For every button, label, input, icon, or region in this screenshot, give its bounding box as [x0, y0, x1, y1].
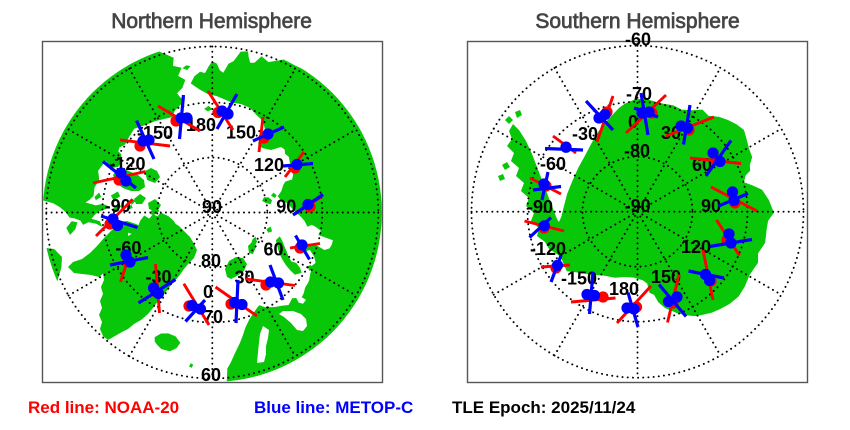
svg-text:0: 0	[203, 282, 213, 302]
svg-text:60: 60	[263, 240, 283, 260]
svg-text:90: 90	[202, 197, 222, 217]
svg-text:-30: -30	[572, 124, 598, 144]
svg-text:180: 180	[609, 279, 639, 299]
svg-text:-120: -120	[530, 239, 566, 259]
svg-text:120: 120	[681, 237, 711, 257]
svg-text:-80: -80	[624, 141, 650, 161]
svg-text:120: 120	[254, 155, 284, 175]
svg-text:-150: -150	[561, 269, 597, 289]
svg-text:-90: -90	[527, 197, 553, 217]
svg-text:60: 60	[201, 365, 221, 385]
svg-text:180: 180	[186, 115, 216, 135]
svg-text:-60: -60	[540, 154, 566, 174]
svg-text:TLE Epoch: 2025/11/24: TLE Epoch: 2025/11/24	[452, 398, 636, 417]
svg-text:-90: -90	[625, 196, 651, 216]
svg-text:-60: -60	[625, 29, 651, 49]
svg-text:150: 150	[651, 267, 681, 287]
svg-text:Red line: NOAA-20: Red line: NOAA-20	[28, 398, 179, 417]
svg-text:Northern Hemisphere: Northern Hemisphere	[111, 10, 312, 33]
svg-text:-70: -70	[626, 84, 652, 104]
svg-text:Blue line: METOP-C: Blue line: METOP-C	[254, 398, 413, 417]
svg-text:-90: -90	[105, 196, 131, 216]
svg-text:150: 150	[226, 123, 256, 143]
svg-text:Southern Hemisphere: Southern Hemisphere	[535, 10, 739, 33]
svg-text:80: 80	[201, 251, 221, 271]
svg-text:-30: -30	[145, 267, 171, 287]
svg-text:90: 90	[701, 196, 721, 216]
svg-text:90: 90	[276, 196, 296, 216]
svg-text:30: 30	[234, 268, 254, 288]
svg-text:0: 0	[628, 112, 638, 132]
